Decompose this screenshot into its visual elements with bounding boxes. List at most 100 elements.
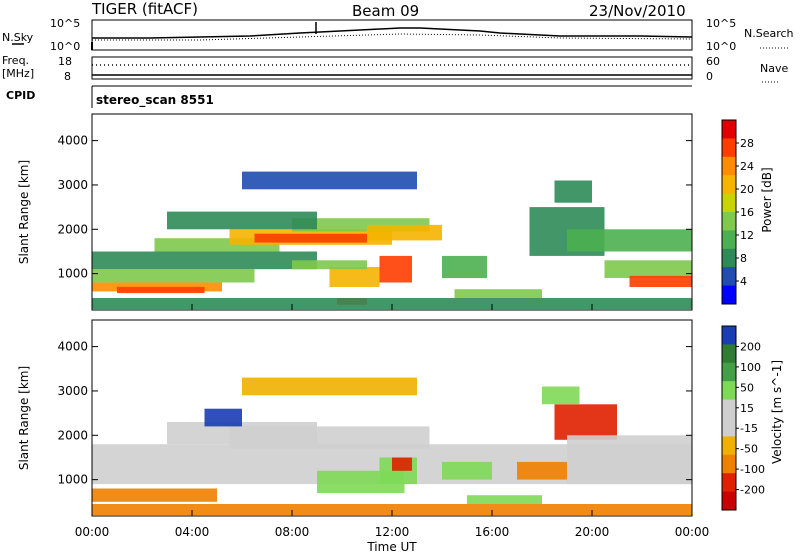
power-colorbar-segment xyxy=(722,175,736,195)
velocity-ytick-label: 1000 xyxy=(57,473,88,487)
power-echo-band xyxy=(292,260,367,270)
velocity-colorbar-tick-label: -200 xyxy=(740,484,765,497)
power-echo-band xyxy=(567,229,692,252)
power-colorbar-segment xyxy=(722,156,736,176)
velocity-colorbar-segment xyxy=(722,399,736,419)
power-ytick-label: 2000 xyxy=(57,222,88,236)
power-colorbar-tick-label: 16 xyxy=(740,206,754,219)
beam-label: Beam 09 xyxy=(352,2,419,20)
power-echo-band xyxy=(254,233,367,243)
velocity-colorbar-tick-label: -50 xyxy=(740,443,758,456)
velocity-echo-band xyxy=(542,386,580,405)
power-colorbar-segment xyxy=(722,248,736,268)
power-echo-band xyxy=(117,286,205,294)
power-colorbar-label: Power [dB] xyxy=(760,167,774,232)
velocity-ytick-label: 2000 xyxy=(57,428,88,442)
noise-sky-trace xyxy=(92,27,693,39)
velocity-colorbar-segment xyxy=(722,326,736,345)
power-echo-band xyxy=(167,211,317,230)
date-label: 23/Nov/2010 xyxy=(589,2,686,20)
velocity-colorbar-tick-label: 50 xyxy=(740,381,754,394)
velocity-panel: 1000 2000 3000 4000 Slant Range [km] 200 100… xyxy=(17,319,784,517)
time-tick-label: 08:00 xyxy=(275,525,310,539)
velocity-colorbar-segment xyxy=(722,381,736,401)
power-ylabel: Slant Range [km] xyxy=(17,160,31,264)
velocity-colorbar-tick-label: 15 xyxy=(740,402,754,415)
freq-label-line1: Freq. xyxy=(2,54,29,67)
power-echo-band xyxy=(92,298,692,310)
velocity-echo-band xyxy=(92,504,692,516)
velocity-echo-band xyxy=(567,435,692,485)
power-colorbar-segment xyxy=(722,285,736,305)
velocity-colorbar-segment xyxy=(722,418,736,437)
velocity-echo-band xyxy=(204,408,242,427)
power-data-layer xyxy=(92,171,692,310)
velocity-colorbar-tick-label: 100 xyxy=(740,361,761,374)
power-echo-band xyxy=(604,260,692,278)
time-tick-label: 00:00 xyxy=(675,525,710,539)
power-colorbar-segment xyxy=(722,212,736,231)
velocity-colorbar-segment xyxy=(722,491,736,511)
power-ytick-label: 3000 xyxy=(57,178,88,192)
power-echo-band xyxy=(629,275,692,287)
time-tick-label: 00:00 xyxy=(75,525,110,539)
power-colorbar-tick-label: 12 xyxy=(740,229,754,242)
nave-label: Nave xyxy=(760,62,788,75)
velocity-colorbar-segment xyxy=(722,473,736,493)
velocity-echo-band xyxy=(442,461,492,480)
velocity-colorbar-tick-label: -100 xyxy=(740,463,765,476)
noise-panel: N.Sky 10^5 10^0 10^5 10^0 N.Search xyxy=(2,17,794,53)
power-colorbar-segment xyxy=(722,193,736,213)
velocity-echo-band xyxy=(392,457,412,471)
time-axis-label: Time UT xyxy=(366,540,417,554)
power-colorbar-tick-label: 4 xyxy=(740,275,747,288)
freq-right-tick-bottom: 0 xyxy=(706,70,713,83)
time-tick-label: 04:00 xyxy=(175,525,210,539)
velocity-colorbar-segment xyxy=(722,362,736,382)
power-colorbar-tick-label: 28 xyxy=(740,137,754,150)
power-colorbar-segment xyxy=(722,230,736,250)
velocity-echo-band xyxy=(517,461,567,480)
cpid-program: stereo_scan 8551 xyxy=(96,93,214,108)
velocity-y-axis: 1000 2000 3000 4000 xyxy=(57,340,692,487)
velocity-ytick-label: 4000 xyxy=(57,340,88,354)
noise-sky-label: N.Sky xyxy=(2,31,34,44)
noise-left-tick-bottom: 10^0 xyxy=(50,40,80,53)
power-echo-band xyxy=(454,289,542,299)
power-echo-band xyxy=(367,224,442,241)
plot-title: TIGER (fitACF) xyxy=(91,0,198,18)
power-echo-band xyxy=(329,267,380,287)
cpid-label: CPID xyxy=(6,89,35,102)
velocity-echo-band xyxy=(554,404,617,440)
power-colorbar-tick-label: 8 xyxy=(740,252,747,265)
freq-left-tick-top: 18 xyxy=(58,55,72,68)
power-echo-band xyxy=(242,171,417,190)
velocity-ylabel: Slant Range [km] xyxy=(17,366,31,470)
power-y-axis: 1000 2000 3000 4000 xyxy=(57,134,692,281)
power-colorbar-tick-label: 24 xyxy=(740,160,754,173)
velocity-colorbar-tick-label: -15 xyxy=(740,422,758,435)
freq-left-tick-bottom: 8 xyxy=(64,70,71,83)
power-echo-band xyxy=(554,180,592,203)
noise-right-tick-top: 10^5 xyxy=(706,17,736,30)
noise-right-tick-bottom: 10^0 xyxy=(706,40,736,53)
time-axis: 00:00 04:00 08:00 12:00 16:00 20:00 00:00 xyxy=(75,304,710,539)
power-colorbar-segment xyxy=(722,267,736,287)
velocity-colorbar-segment xyxy=(722,344,736,364)
time-tick-label: 12:00 xyxy=(375,525,410,539)
velocity-ytick-label: 3000 xyxy=(57,384,88,398)
freq-right-tick-top: 60 xyxy=(706,55,720,68)
freq-panel: Freq. [MHz] 18 8 60 0 Nave xyxy=(2,54,788,83)
power-colorbar-segment xyxy=(722,120,736,139)
power-colorbar: 4 8 12 16 20 24 28 xyxy=(721,119,754,305)
power-ytick-label: 4000 xyxy=(57,134,88,148)
power-echo-band xyxy=(442,255,487,279)
velocity-colorbar: 200 100 50 15 -15 -50 -100 -200 xyxy=(721,325,765,511)
velocity-colorbar-label: Velocity [m s^-1] xyxy=(770,360,784,464)
velocity-colorbar-tick-label: 200 xyxy=(740,340,761,353)
time-tick-label: 16:00 xyxy=(475,525,510,539)
noise-search-label: N.Search xyxy=(744,27,794,40)
noise-search-trace xyxy=(92,33,693,41)
power-colorbar-segment xyxy=(722,138,736,158)
